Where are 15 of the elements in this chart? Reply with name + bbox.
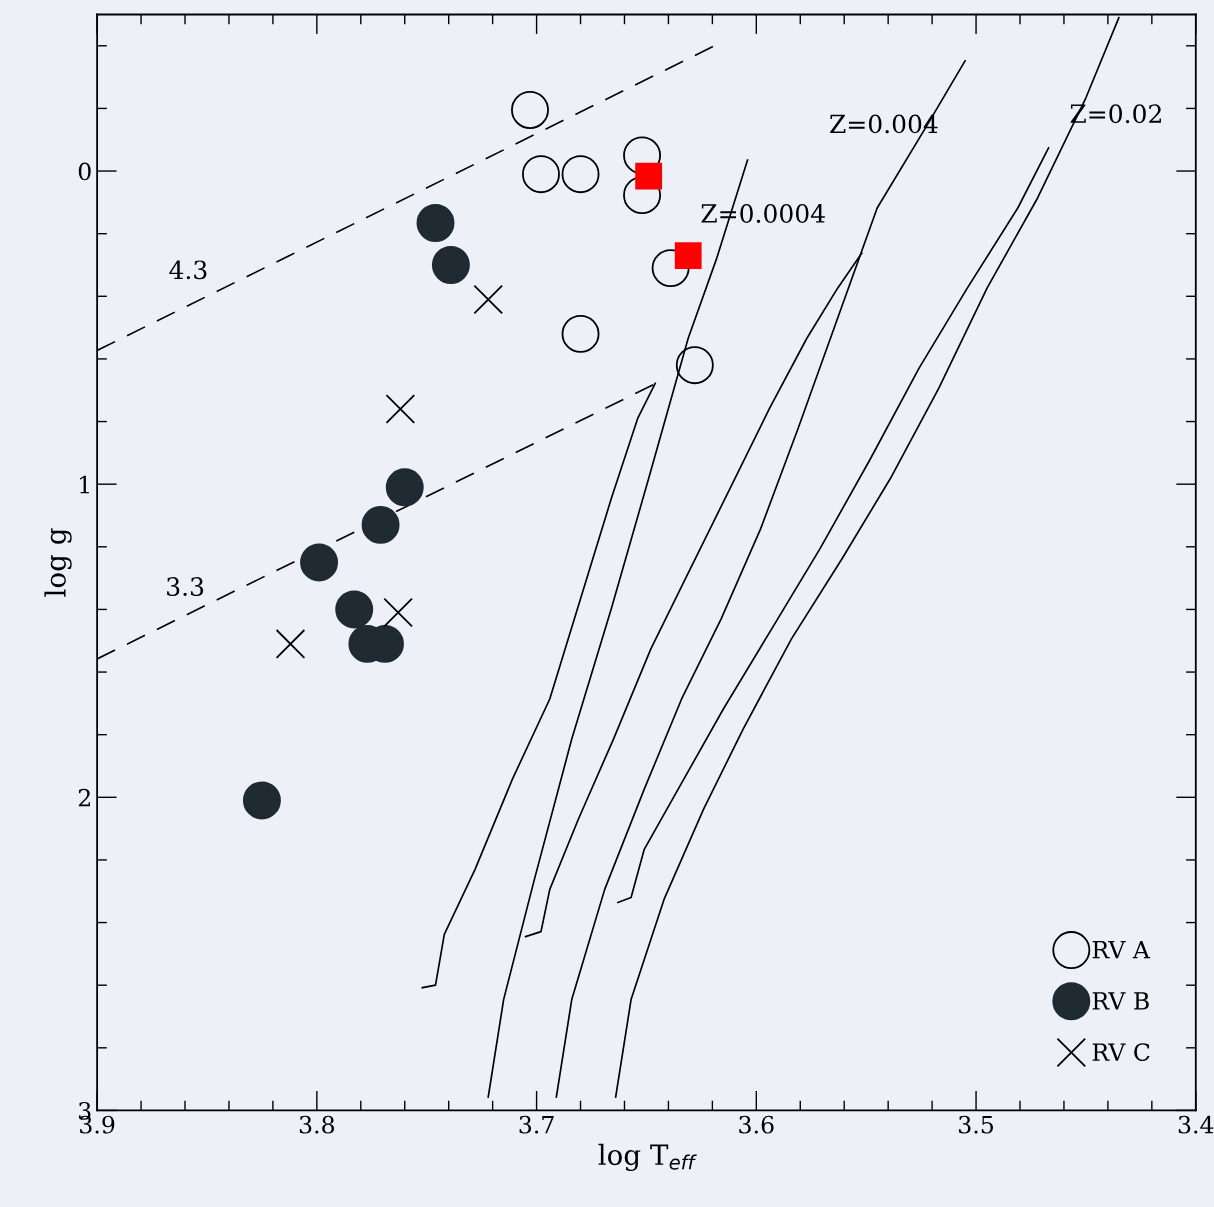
y-axis-title: log g xyxy=(44,528,72,597)
x-tick-label: 3.4 xyxy=(1178,1115,1214,1134)
x-tick-label: 3.8 xyxy=(299,1115,335,1134)
x-axis-title: log T$_{eff}$ xyxy=(598,1143,697,1171)
y-tick-label: 2 xyxy=(78,788,90,807)
annotation: 4.3 xyxy=(169,260,207,280)
x-tick-label: 3.6 xyxy=(739,1115,774,1134)
y-tick-label: 0 xyxy=(78,162,91,181)
x-tick-label: 3.7 xyxy=(519,1115,554,1134)
legend-label: RV C xyxy=(1092,1043,1150,1061)
x-tick-label: 3.5 xyxy=(959,1115,994,1134)
legend-label: RV A xyxy=(1092,941,1151,959)
legend-label: RV B xyxy=(1092,992,1149,1010)
y-tick-label: 1 xyxy=(80,475,89,494)
annotation: 3.3 xyxy=(167,577,204,597)
